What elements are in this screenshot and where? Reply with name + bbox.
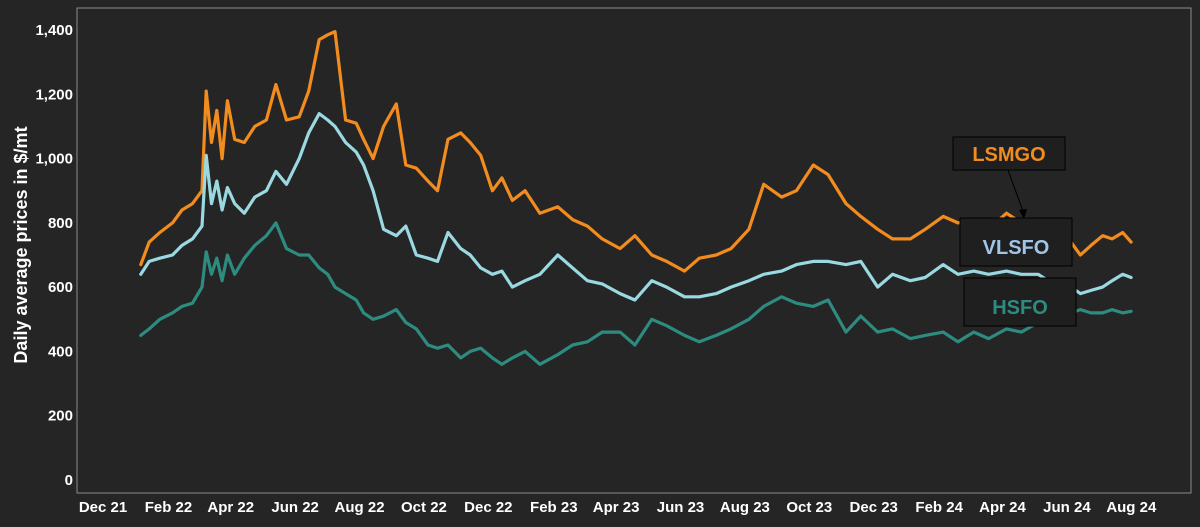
- x-tick-label: Apr 24: [979, 499, 1026, 516]
- lsmgo-label-box: [952, 136, 1066, 171]
- x-tick-label: Apr 23: [593, 499, 640, 516]
- x-tick-label: Dec 23: [850, 499, 898, 516]
- x-tick-label: Dec 22: [464, 499, 512, 516]
- series-line-vlsfo: [139, 112, 1133, 302]
- x-tick-label: Jun 23: [657, 499, 705, 516]
- vlsfo-label-box: [959, 217, 1073, 267]
- x-tick-label: Dec 21: [79, 499, 127, 516]
- y-axis: 0 200 400 600 800 1,000 1,200 1,400: [35, 22, 73, 489]
- lsmgo-arrow-head: [1019, 209, 1027, 219]
- y-tick-label: 0: [65, 472, 73, 489]
- x-tick-label: Aug 24: [1106, 499, 1157, 516]
- x-tick-label: Apr 22: [207, 499, 254, 516]
- series-lines: [139, 30, 1133, 366]
- x-tick-label: Jun 22: [271, 499, 319, 516]
- x-tick-label: Oct 23: [786, 499, 832, 516]
- series-line-lsmgo: [139, 30, 1133, 273]
- y-tick-label: 800: [48, 215, 73, 232]
- x-tick-label: Jun 24: [1043, 499, 1091, 516]
- x-tick-label: Aug 22: [335, 499, 385, 516]
- y-axis-title: Daily average prices in $/mt: [11, 126, 31, 363]
- x-tick-label: Aug 23: [720, 499, 770, 516]
- y-tick-label: 400: [48, 343, 73, 360]
- series-labels: LSMGO VLSFO HSFO: [952, 136, 1077, 327]
- x-tick-label: Feb 22: [145, 499, 193, 516]
- lsmgo-label: LSMGO: [972, 144, 1045, 166]
- x-tick-label: Feb 24: [915, 499, 963, 516]
- hsfo-label-box: [963, 277, 1077, 327]
- x-tick-label: Oct 22: [401, 499, 447, 516]
- hsfo-label: HSFO: [992, 297, 1048, 319]
- y-tick-label: 1,200: [35, 86, 73, 103]
- y-tick-label: 1,400: [35, 22, 73, 39]
- y-tick-label: 600: [48, 279, 73, 296]
- y-tick-label: 200: [48, 408, 73, 425]
- x-axis: Dec 21 Feb 22 Apr 22 Jun 22 Aug 22 Oct 22 Dec …: [79, 499, 1157, 516]
- lsmgo-callout-arrow: [1007, 169, 1025, 215]
- vlsfo-label: VLSFO: [983, 237, 1050, 259]
- y-tick-label: 1,000: [35, 151, 73, 168]
- x-tick-label: Feb 23: [530, 499, 578, 516]
- series-line-hsfo: [139, 221, 1133, 366]
